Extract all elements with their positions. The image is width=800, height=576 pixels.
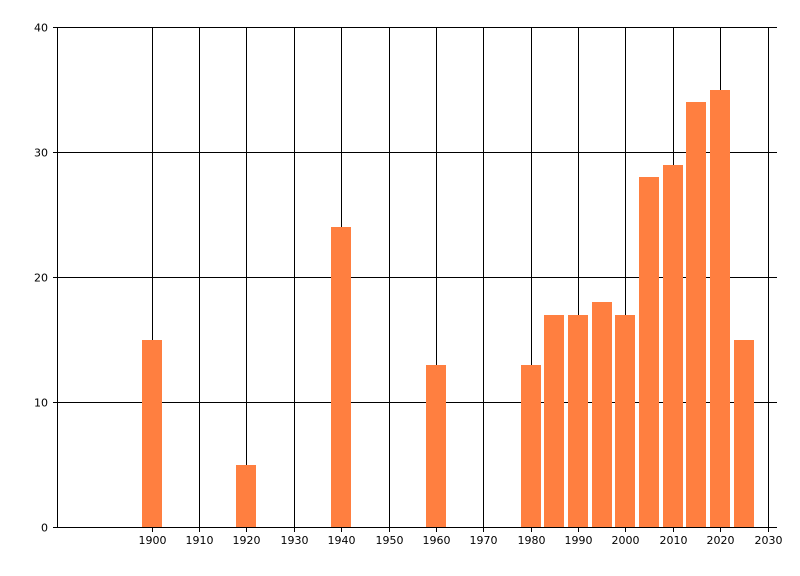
x-tick-label: 1910 — [186, 534, 214, 547]
x-tick-label: 1970 — [470, 534, 498, 547]
bar — [710, 90, 730, 528]
x-tick-label: 1900 — [139, 534, 167, 547]
bar — [544, 315, 564, 528]
x-tick-label: 2030 — [755, 534, 783, 547]
x-tick-label: 1990 — [565, 534, 593, 547]
y-tick-label: 10 — [34, 397, 48, 410]
y-tick-label: 20 — [34, 272, 48, 285]
y-tick-label: 0 — [41, 522, 48, 535]
x-tick-label: 1960 — [423, 534, 451, 547]
bar — [426, 365, 446, 528]
bar — [663, 165, 683, 528]
x-tick-label: 1920 — [233, 534, 261, 547]
bar — [331, 227, 351, 527]
bar — [236, 465, 256, 528]
bar — [686, 102, 706, 527]
y-tick-label: 30 — [34, 147, 48, 160]
bar — [592, 302, 612, 527]
bar — [142, 340, 162, 528]
x-tick-label: 2010 — [660, 534, 688, 547]
bar — [734, 340, 754, 528]
axis-layer — [57, 27, 777, 528]
bar-layer — [142, 90, 754, 528]
bar — [521, 365, 541, 528]
y-tick-label: 40 — [34, 22, 48, 35]
bar — [568, 315, 588, 528]
x-tick-label: 1930 — [281, 534, 309, 547]
bar — [639, 177, 659, 527]
x-tick-label: 1980 — [518, 534, 546, 547]
x-tick-label: 1940 — [328, 534, 356, 547]
bar — [615, 315, 635, 528]
x-tick-label: 2020 — [707, 534, 735, 547]
x-tick-label: 2000 — [612, 534, 640, 547]
x-tick-label: 1950 — [376, 534, 404, 547]
